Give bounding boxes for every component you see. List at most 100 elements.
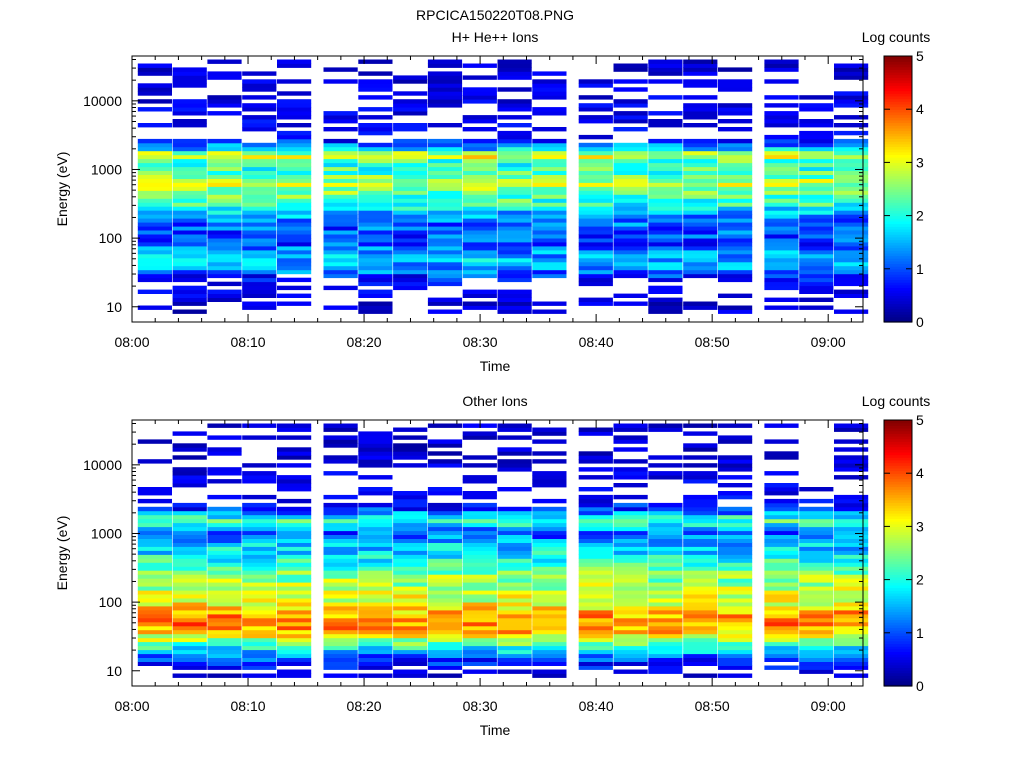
heatmap-cell bbox=[683, 574, 718, 579]
heatmap-cell bbox=[277, 673, 312, 678]
heatmap-cell bbox=[462, 594, 497, 599]
heatmap-cell bbox=[242, 475, 277, 480]
heatmap-cell bbox=[718, 510, 753, 516]
heatmap-cell bbox=[358, 550, 393, 555]
heatmap-cell bbox=[613, 63, 648, 68]
heatmap-cell bbox=[277, 637, 312, 643]
heatmap-cell bbox=[242, 83, 277, 88]
heatmap-cell bbox=[799, 103, 834, 108]
heatmap-cell bbox=[834, 506, 869, 512]
heatmap-cell bbox=[648, 150, 683, 156]
heatmap-cell bbox=[834, 554, 869, 559]
heatmap-cell bbox=[497, 130, 532, 136]
heatmap-cell bbox=[323, 570, 358, 575]
heatmap-cell bbox=[683, 633, 718, 639]
heatmap-cell bbox=[497, 613, 532, 619]
heatmap-cell bbox=[242, 257, 277, 263]
heatmap-cell bbox=[427, 257, 463, 263]
heatmap-cell bbox=[207, 566, 242, 571]
heatmap-cell bbox=[172, 182, 207, 187]
heatmap-cell bbox=[323, 242, 358, 247]
heatmap-cell bbox=[242, 629, 277, 635]
heatmap-cell bbox=[613, 162, 648, 168]
heatmap-cell bbox=[648, 194, 683, 199]
heatmap-cell bbox=[718, 269, 753, 275]
colorbar-segment bbox=[884, 85, 912, 89]
heatmap-cell bbox=[393, 554, 428, 559]
heatmap-cell bbox=[277, 475, 312, 480]
heatmap-cell bbox=[834, 610, 869, 615]
heatmap-cell bbox=[683, 546, 718, 551]
heatmap-cell bbox=[462, 645, 497, 651]
heatmap-cell bbox=[799, 554, 834, 559]
heatmap-cell bbox=[578, 518, 613, 524]
heatmap-cell bbox=[497, 138, 532, 144]
heatmap-cell bbox=[683, 673, 718, 678]
heatmap-cell bbox=[172, 119, 207, 124]
heatmap-cell bbox=[207, 162, 242, 168]
heatmap-cell bbox=[764, 253, 799, 259]
colorbar-segment bbox=[884, 111, 912, 116]
heatmap-cell bbox=[358, 570, 393, 575]
heatmap-cell bbox=[137, 63, 172, 68]
heatmap-cell bbox=[462, 613, 497, 619]
heatmap-cell bbox=[834, 502, 869, 508]
heatmap-cell bbox=[427, 166, 463, 171]
heatmap-cell bbox=[323, 566, 358, 571]
colorbar-segment bbox=[884, 146, 912, 150]
heatmap-cell bbox=[172, 198, 207, 203]
heatmap-cell bbox=[764, 582, 799, 587]
heatmap-cell bbox=[497, 621, 532, 627]
heatmap-cell bbox=[497, 71, 532, 76]
y-tick-label: 10 bbox=[106, 299, 122, 315]
heatmap-cell bbox=[764, 230, 799, 235]
heatmap-cell bbox=[393, 150, 428, 156]
heatmap-cell bbox=[532, 606, 567, 611]
colorbar-segment bbox=[884, 531, 912, 535]
heatmap-cell bbox=[172, 261, 207, 267]
heatmap-cell bbox=[799, 261, 834, 267]
heatmap-cell bbox=[393, 226, 428, 231]
heatmap-cell bbox=[137, 238, 172, 243]
heatmap-cell bbox=[323, 67, 358, 72]
heatmap-cell bbox=[462, 87, 497, 92]
heatmap-cell bbox=[497, 289, 532, 294]
heatmap-cell bbox=[242, 602, 277, 607]
heatmap-cell bbox=[532, 479, 567, 484]
colorbar-segment bbox=[884, 449, 912, 453]
heatmap-cell bbox=[683, 158, 718, 164]
heatmap-cell bbox=[242, 162, 277, 168]
heatmap-cell bbox=[683, 234, 718, 239]
heatmap-cell bbox=[764, 625, 799, 631]
heatmap-cell bbox=[718, 186, 753, 191]
heatmap-cell bbox=[207, 506, 242, 512]
heatmap-cell bbox=[532, 554, 567, 559]
heatmap-cell bbox=[462, 610, 497, 615]
heatmap-cell bbox=[578, 222, 613, 227]
colorbar-segment bbox=[884, 202, 912, 206]
colorbar-segment bbox=[884, 103, 912, 108]
heatmap-cell bbox=[207, 479, 242, 484]
heatmap-cell bbox=[358, 79, 393, 84]
colorbar-segment bbox=[884, 553, 912, 557]
heatmap-cell bbox=[427, 510, 463, 516]
heatmap-cell bbox=[427, 269, 463, 275]
heatmap-cell bbox=[323, 238, 358, 243]
heatmap-cell bbox=[393, 542, 428, 547]
heatmap-cell bbox=[462, 435, 497, 440]
heatmap-cell bbox=[393, 491, 428, 496]
heatmap-cell bbox=[427, 621, 463, 627]
heatmap-cell bbox=[497, 538, 532, 543]
heatmap-cell bbox=[683, 305, 718, 310]
heatmap-cell bbox=[207, 103, 242, 108]
heatmap-cell bbox=[323, 170, 358, 175]
heatmap-cell bbox=[137, 487, 172, 492]
heatmap-cell bbox=[648, 510, 683, 516]
heatmap-cell bbox=[172, 657, 207, 662]
heatmap-cell bbox=[277, 150, 312, 156]
heatmap-cell bbox=[497, 234, 532, 239]
heatmap-cell bbox=[172, 170, 207, 175]
heatmap-cell bbox=[172, 518, 207, 524]
heatmap-cell bbox=[207, 273, 242, 279]
heatmap-cell bbox=[648, 562, 683, 567]
